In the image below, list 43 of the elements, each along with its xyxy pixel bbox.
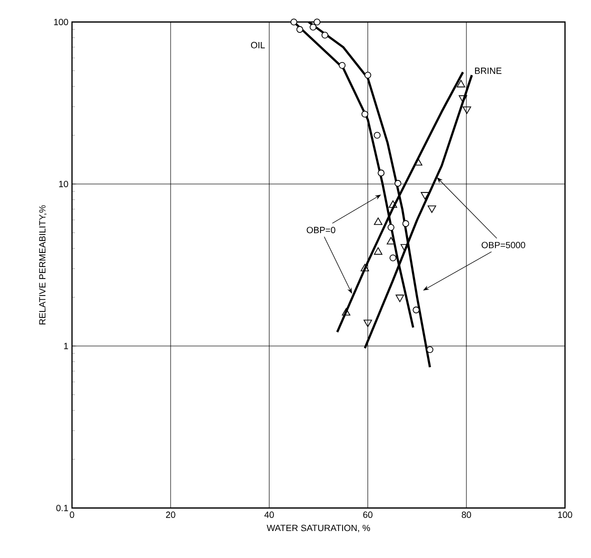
- annotation: OIL: [251, 42, 265, 48]
- point: [364, 320, 372, 328]
- point: [314, 18, 320, 26]
- annotation: OBP=5000: [482, 242, 526, 248]
- y-tick-label: 10: [59, 180, 68, 188]
- point: [402, 220, 410, 227]
- point: [388, 224, 394, 231]
- annotation: BRINE: [475, 68, 502, 74]
- point: [412, 306, 420, 314]
- point: [394, 180, 402, 187]
- x-axis-title: WATER SATURATION, %: [266, 524, 370, 532]
- point: [378, 170, 385, 176]
- point: [296, 26, 304, 33]
- point: [322, 32, 328, 39]
- point: [462, 106, 472, 114]
- point: [420, 192, 430, 200]
- x-tick-label: 60: [363, 512, 372, 518]
- annotation: OBP=0: [306, 226, 336, 234]
- y-tick-label: 0.1: [56, 504, 68, 512]
- point: [364, 72, 372, 79]
- point: [360, 264, 370, 272]
- point: [290, 18, 298, 26]
- point: [388, 200, 398, 208]
- point: [456, 80, 466, 88]
- point: [338, 62, 346, 69]
- x-tick-label: 40: [264, 512, 274, 518]
- point: [342, 308, 350, 316]
- x-tick-label: 20: [166, 512, 176, 518]
- x-tick-label: 0: [70, 512, 74, 518]
- y-tick-label: 1: [64, 342, 68, 350]
- x-tick-label: 80: [462, 512, 472, 518]
- y-axis-title: RELATIVE PERMEABILITY,%: [39, 205, 47, 324]
- point: [374, 132, 381, 139]
- point: [390, 254, 396, 262]
- point: [310, 24, 316, 31]
- x-tick-label: 100: [558, 512, 572, 518]
- point: [374, 247, 382, 255]
- y-tick-label: 100: [54, 18, 68, 26]
- point: [426, 346, 434, 354]
- point: [361, 110, 368, 118]
- point: [396, 294, 404, 302]
- point: [428, 206, 436, 213]
- point: [374, 218, 382, 225]
